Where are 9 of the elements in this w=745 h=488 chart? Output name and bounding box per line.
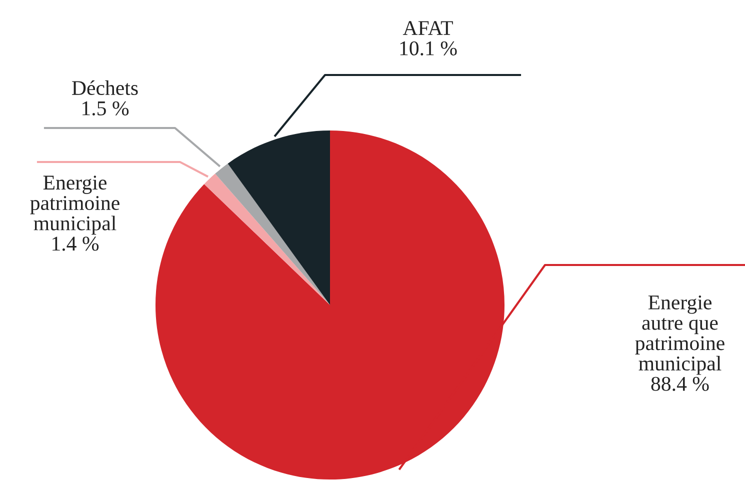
slice-label: AFAT <box>402 21 453 35</box>
data-label: 1.5 % <box>82 101 129 116</box>
slice-label: Energie autre que patrimoine municipal <box>635 295 724 375</box>
data-label: 88.4 % <box>651 376 709 391</box>
slice-label: Energie patrimoine municipal <box>30 176 120 235</box>
slice-label: Déchets <box>72 80 138 96</box>
data-label: 1.4 % <box>52 236 99 251</box>
data-label: 10.1 % <box>400 41 457 56</box>
pie-slice <box>228 130 330 305</box>
